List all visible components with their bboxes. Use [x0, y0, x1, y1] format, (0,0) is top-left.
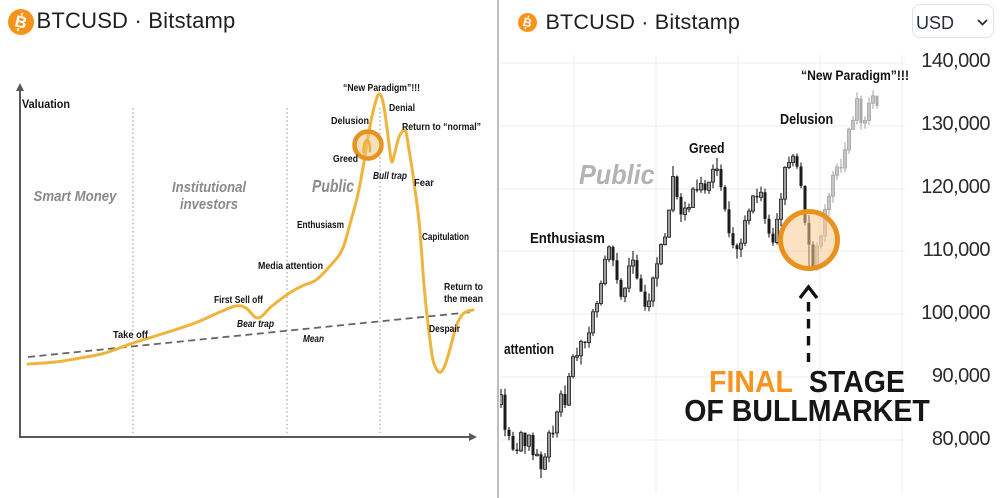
- svg-text:B: B: [13, 12, 29, 32]
- svg-text:Take off: Take off: [113, 329, 148, 341]
- svg-text:Denial: Denial: [389, 102, 415, 114]
- svg-text:investors: investors: [180, 196, 238, 213]
- svg-text:First Sell off: First Sell off: [214, 294, 263, 306]
- svg-text:Despair: Despair: [429, 323, 460, 335]
- svg-text:Delusion: Delusion: [331, 115, 369, 127]
- svg-text:Return to: Return to: [444, 281, 483, 293]
- svg-text:Return to “normal”: Return to “normal”: [402, 121, 481, 133]
- svg-text:Mean: Mean: [303, 333, 324, 345]
- svg-text:Valuation: Valuation: [22, 97, 70, 111]
- svg-text:Smart Money: Smart Money: [34, 188, 118, 205]
- svg-text:Capitulation: Capitulation: [422, 231, 469, 243]
- svg-text:B: B: [522, 14, 534, 30]
- svg-text:the mean: the mean: [444, 293, 483, 305]
- svg-text:Bull trap: Bull trap: [373, 170, 407, 182]
- svg-text:Greed: Greed: [333, 153, 358, 165]
- svg-text:Institutional: Institutional: [172, 179, 247, 196]
- svg-text:Enthusiasm: Enthusiasm: [297, 219, 344, 231]
- svg-text:Bear trap: Bear trap: [237, 318, 274, 330]
- svg-text:Media attention: Media attention: [258, 260, 323, 272]
- svg-text:Fear: Fear: [414, 177, 434, 189]
- svg-text:“New Paradigm”!!!: “New Paradigm”!!!: [343, 82, 420, 94]
- svg-text:Public: Public: [312, 176, 354, 196]
